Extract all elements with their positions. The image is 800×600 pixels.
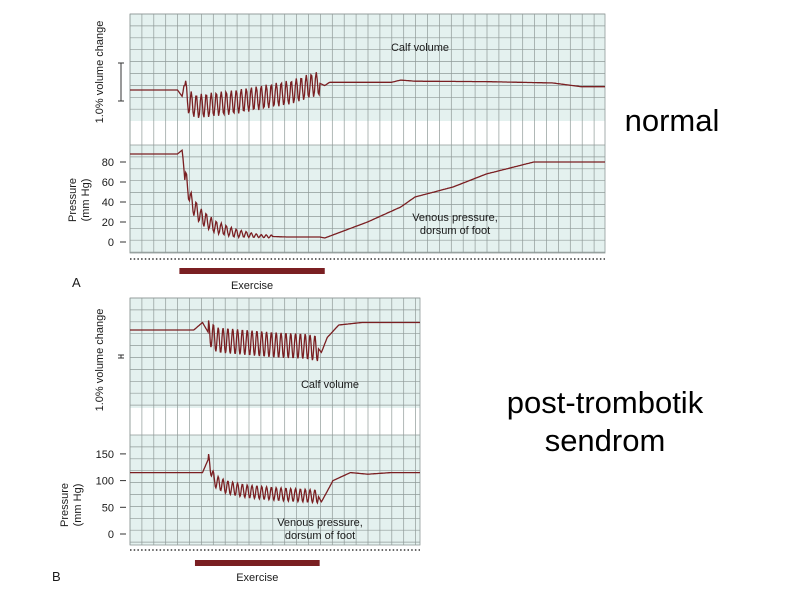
pressure-tick-label: 100 — [96, 476, 114, 488]
pressure-axis-label-line1: Pressure — [67, 178, 79, 222]
pressure-tick-label: 80 — [102, 157, 114, 169]
venous-pressure-trace — [130, 148, 605, 240]
exercise-bar — [194, 560, 320, 566]
pressure-tick-label: 20 — [102, 217, 114, 229]
calf-volume-trace — [130, 320, 420, 362]
annotation-post-line2: sendrom — [544, 423, 666, 458]
annotation-normal: normal — [624, 103, 720, 138]
venous-pressure-label-line2: dorsum of foot — [285, 530, 355, 542]
volume-axis-label: 1.0% volume change — [94, 21, 106, 124]
pressure-axis-label-line1: Pressure — [59, 483, 71, 527]
pressure-tick-label: 0 — [108, 529, 114, 541]
exercise-bar — [179, 268, 325, 274]
chart-panel-a: 1.0% volume change Pressure (mm Hg) 0 20 40 60… — [67, 13, 606, 292]
pressure-tick-label: 60 — [102, 177, 114, 189]
pressure-tick-label: 150 — [96, 449, 114, 461]
chart-panel-b: 1.0% volume change Pressure (mm Hg) 0 50 100 1… — [52, 297, 421, 584]
pressure-tick-label: 0 — [108, 237, 114, 249]
panel-border — [129, 297, 421, 546]
pressure-grid-bg — [130, 145, 605, 253]
panel-letter: A — [72, 275, 81, 290]
panel-letter: B — [52, 569, 61, 584]
gap-band — [130, 408, 420, 435]
venous-pressure-trace — [130, 454, 420, 505]
venous-pressure-label-line1: Venous pressure, — [277, 517, 363, 529]
pressure-axis-label-line2: (mm Hg) — [80, 179, 92, 222]
calf-volume-label: Calf volume — [391, 42, 449, 54]
exercise-label: Exercise — [236, 572, 278, 584]
pressure-tick-label: 50 — [102, 502, 114, 514]
gap-band — [130, 121, 605, 145]
annotation-post-line1: post-trombotik — [506, 385, 704, 420]
venous-pressure-label-line2: dorsum of foot — [420, 225, 490, 237]
calf-volume-trace — [130, 72, 605, 118]
volume-grid-bg — [130, 14, 605, 121]
venous-pressure-label-line1: Venous pressure, — [412, 212, 498, 224]
vertical-gridlines — [129, 14, 595, 253]
pressure-tick-label: 40 — [102, 197, 114, 209]
calf-volume-label: Calf volume — [301, 379, 359, 391]
annotation-post-thrombotic-syndrome: post-trombotik sendrom — [490, 384, 720, 460]
volume-axis-label: 1.0% volume change — [94, 309, 106, 412]
exercise-label: Exercise — [231, 280, 273, 292]
panel-border — [129, 13, 606, 254]
pressure-axis-label-line2: (mm Hg) — [72, 484, 84, 527]
